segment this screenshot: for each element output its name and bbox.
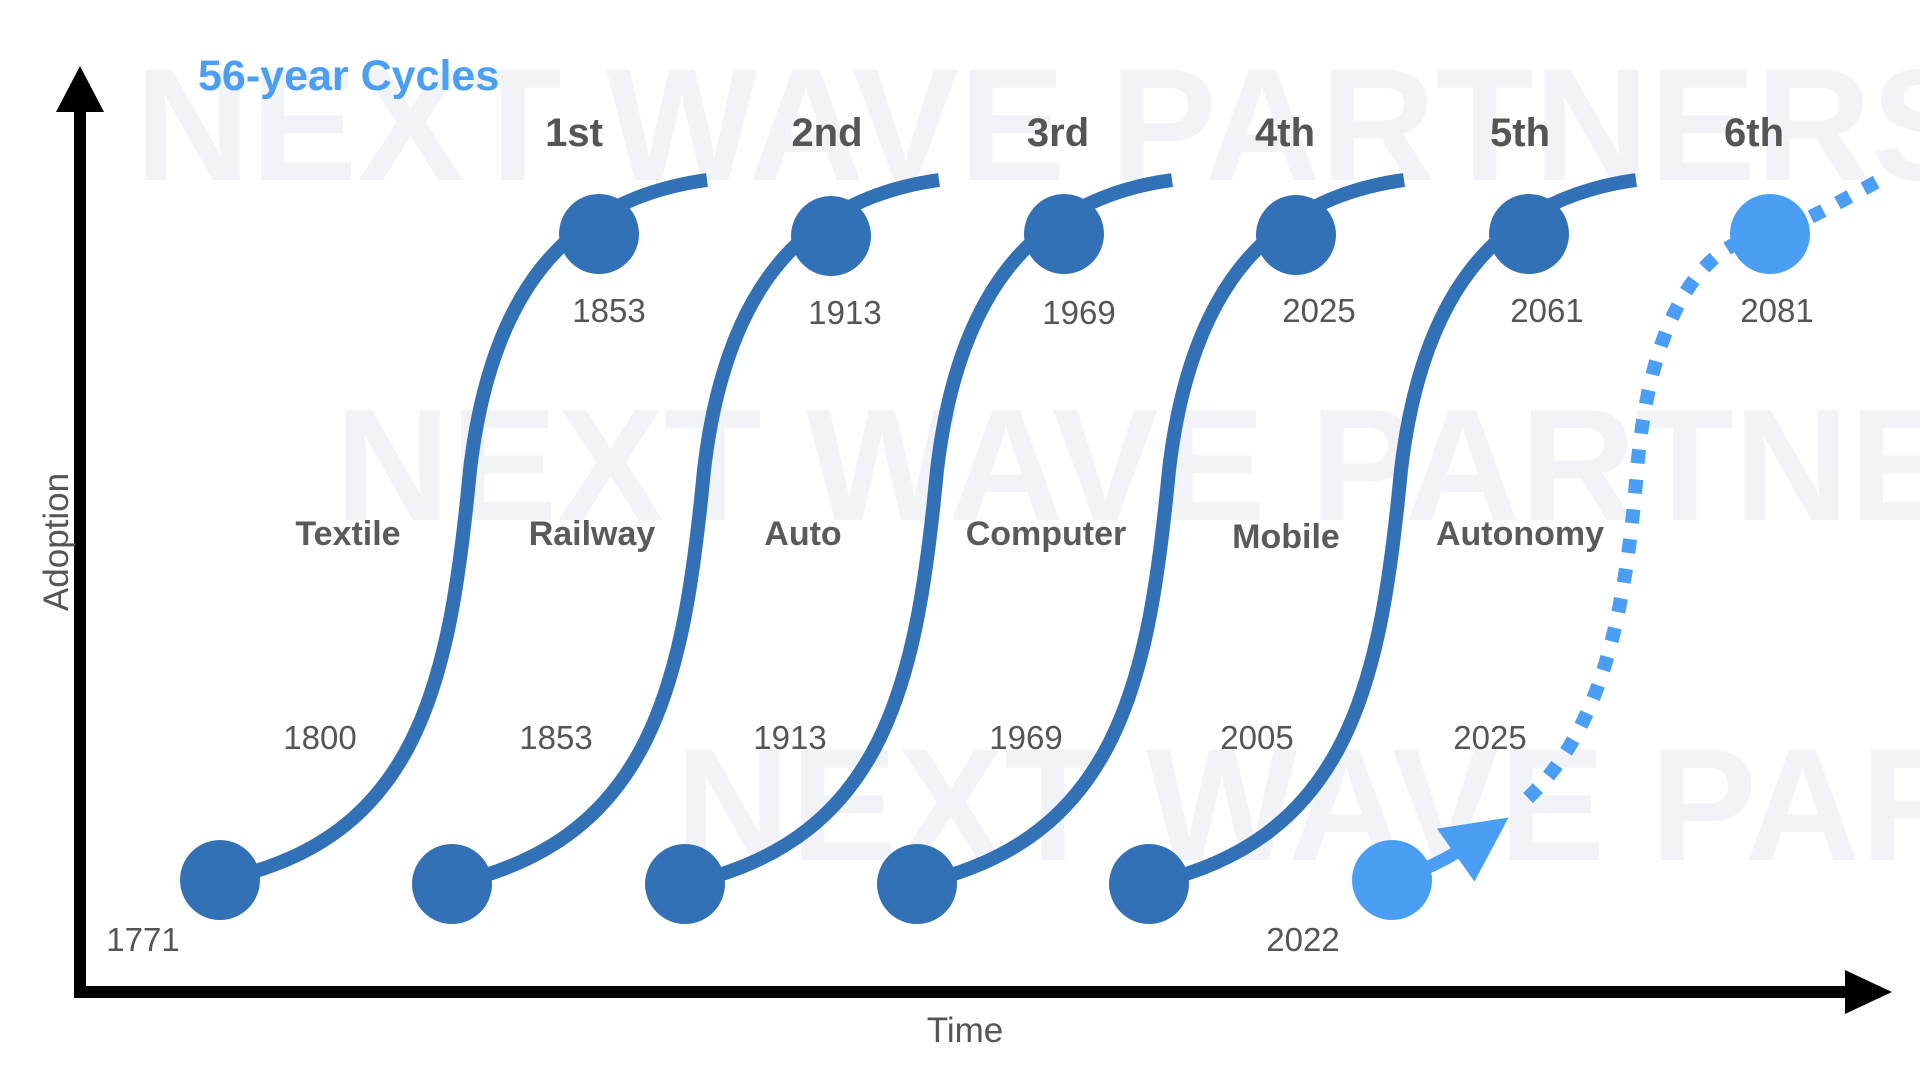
wave-2-technology: Railway [529,515,656,553]
wave-2-peak-year: 1913 [808,294,881,331]
wave-5-peak-dot [1489,194,1569,274]
wave-1-mid-year: 1800 [283,719,356,756]
wave-1: 1st Textile 1771 1800 1853 [106,111,708,958]
wave-2-ordinal: 2nd [791,111,862,155]
y-axis-label: Adoption [37,473,76,611]
wave-3-technology: Auto [764,515,841,553]
wave-3-mid-year: 1913 [753,719,826,756]
x-axis-label: Time [927,1011,1003,1050]
wave-6-peak-year: 2081 [1740,292,1813,329]
wave-1-peak-dot [559,194,639,274]
wave-5-ordinal: 5th [1490,111,1550,155]
wave-5-technology: Mobile [1232,518,1340,556]
wave-4-start-dot [877,844,957,924]
wave-6-start-year: 2022 [1266,921,1339,958]
wave-4: 4th Computer 1969 2025 [877,111,1405,924]
wave-6-start-dot [1352,840,1432,920]
wave-6-peak-dot [1730,194,1810,274]
wave-3: 3rd Auto 1913 1969 [645,111,1173,924]
wave-4-mid-year: 1969 [989,719,1062,756]
wave-1-start-year: 1771 [106,921,179,958]
wave-6: 6th Autonomy 2022 2025 2081 [1266,111,1884,958]
chart-title: 56-year Cycles [198,52,499,100]
watermark-middle: NEXT WAVE PARTNERS [335,375,1920,554]
wave-5-peak-year: 2061 [1510,292,1583,329]
wave-6-technology: Autonomy [1436,515,1604,553]
wave-3-ordinal: 3rd [1027,111,1089,155]
wave-1-ordinal: 1st [545,111,603,155]
wave-1-start-dot [180,840,260,920]
axes: Time Adoption [37,66,1892,1050]
wave-2-start-dot [412,844,492,924]
wave-3-start-dot [645,844,725,924]
wave-6-dashed-curve [1523,173,1884,804]
wave-4-technology: Computer [966,515,1127,553]
wave-4-peak-dot [1256,195,1336,275]
wave-2: 2nd Railway 1853 1913 [412,111,940,924]
wave-1-peak-year: 1853 [572,292,645,329]
wave-6-ordinal: 6th [1724,111,1784,155]
wave-1-technology: Textile [295,515,400,553]
wave-3-peak-year: 1969 [1042,294,1115,331]
wave-5-start-dot [1109,844,1189,924]
y-axis-arrowhead-icon [56,66,104,112]
wave-5-mid-year: 2005 [1220,719,1293,756]
wave-2-peak-dot [791,196,871,276]
wave-2-mid-year: 1853 [519,719,592,756]
wave-5: 5th Mobile 2005 2061 [1109,111,1637,924]
wave-4-peak-year: 2025 [1282,292,1355,329]
x-axis-arrowhead-icon [1845,970,1892,1014]
wave-4-ordinal: 4th [1255,111,1315,155]
wave-3-peak-dot [1024,194,1104,274]
wave-6-mid-year: 2025 [1453,719,1526,756]
